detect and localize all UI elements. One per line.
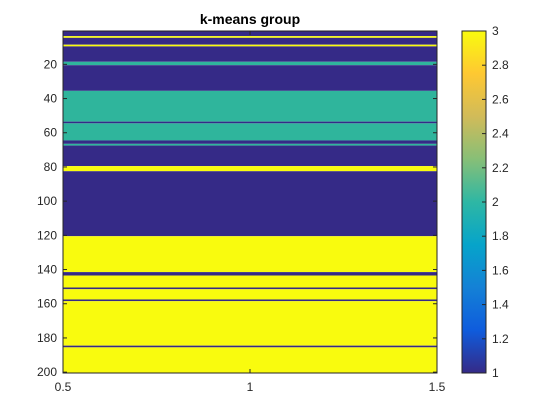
heatmap-cell-23: [63, 345, 437, 348]
y-tick-label: 120: [37, 228, 57, 242]
colorbar-tick-label: 1: [492, 366, 499, 380]
colorbar-tick-label: 2: [492, 195, 499, 209]
y-tick-label: 100: [37, 194, 57, 208]
colorbar-tick-label: 2.6: [492, 92, 509, 106]
heatmap-cell-24: [63, 347, 437, 373]
heatmap-cell-7: [63, 65, 437, 91]
x-tick-label: 1.5: [429, 380, 446, 394]
colorbar-tick-label: 1.8: [492, 229, 509, 243]
heatmap-cell-22: [63, 301, 437, 346]
heatmap-cell-10: [63, 123, 437, 141]
y-tick-label: 60: [44, 126, 58, 140]
heatmap-cell-21: [63, 299, 437, 302]
heatmap-cell-5: [63, 46, 437, 62]
heatmap-cell-13: [63, 145, 437, 167]
chart-title: k-means group: [200, 11, 300, 27]
heatmap-cell-17: [63, 272, 437, 276]
x-axis: 0.5 1 1.5: [55, 31, 446, 394]
y-tick-label: 40: [44, 92, 58, 106]
y-axis: 20 40 60 80 100 120 140 160 180 200: [37, 57, 437, 379]
heatmap-cell-14: [63, 166, 437, 172]
heatmap-cell-16: [63, 236, 437, 273]
y-tick-label: 160: [37, 297, 57, 311]
heatmap-cell-18: [63, 275, 437, 288]
heatmap-cell-8: [63, 90, 437, 122]
heatmap-cell-2: [63, 36, 437, 38]
y-tick-label: 140: [37, 263, 57, 277]
y-tick-label: 180: [37, 331, 57, 345]
x-tick-label: 1: [247, 380, 254, 394]
colorbar-tick-label: 1.6: [492, 263, 509, 277]
colorbar-tick-label: 2.2: [492, 161, 509, 175]
y-tick-label: 80: [44, 160, 58, 174]
heatmap-cell-9: [63, 121, 437, 124]
heatmap-cell-6: [63, 61, 437, 66]
plot-area: [62, 30, 438, 374]
colorbar: 1 1.2 1.4 1.6 1.8 2 2.2 2.4 2.6 2.8 3: [461, 24, 509, 380]
heatmap-cell-4: [63, 44, 437, 47]
colorbar-tick-label: 2.8: [492, 58, 509, 72]
heatmap-cell-11: [63, 140, 437, 144]
x-tick-label: 0.5: [55, 380, 72, 394]
heatmap-cell-19: [63, 287, 437, 290]
heatmap-cell-12: [63, 143, 437, 146]
y-tick-label: 20: [44, 57, 58, 71]
colorbar-tick-label: 1.2: [492, 332, 509, 346]
y-tick-label: 200: [37, 365, 57, 379]
colorbar-tick-label: 2.4: [492, 127, 509, 141]
heatmap-cell-15: [63, 171, 437, 237]
colorbar-tick-label: 3: [492, 24, 499, 38]
heatmap-cell-3: [63, 37, 437, 45]
colorbar-tick-label: 1.4: [492, 298, 509, 312]
heatmap-cell-20: [63, 289, 437, 300]
